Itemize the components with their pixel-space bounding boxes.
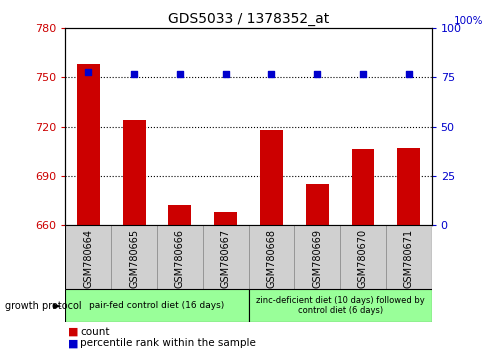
Text: GSM780669: GSM780669	[312, 229, 321, 288]
Point	[130, 71, 138, 76]
Text: ►: ►	[53, 301, 61, 311]
Bar	[111, 225, 157, 289]
Text: GSM780668: GSM780668	[266, 229, 276, 288]
Bar	[202, 225, 248, 289]
Point	[84, 69, 92, 74]
Text: GSM780671: GSM780671	[403, 229, 413, 288]
Bar	[77, 64, 100, 225]
Bar	[122, 120, 145, 225]
Bar	[214, 212, 237, 225]
Title: GDS5033 / 1378352_at: GDS5033 / 1378352_at	[167, 12, 329, 26]
Text: ■: ■	[68, 338, 78, 348]
Point	[358, 71, 366, 76]
Text: GSM780670: GSM780670	[357, 229, 367, 288]
Text: pair-fed control diet (16 days): pair-fed control diet (16 days)	[89, 301, 224, 310]
Bar	[168, 205, 191, 225]
Point	[313, 71, 320, 76]
Text: zinc-deficient diet (10 days) followed by
control diet (6 days): zinc-deficient diet (10 days) followed b…	[255, 296, 424, 315]
Bar	[294, 225, 339, 289]
Text: GSM780665: GSM780665	[129, 229, 139, 288]
Point	[221, 71, 229, 76]
Point	[176, 71, 183, 76]
Text: GSM780664: GSM780664	[83, 229, 93, 288]
Text: growth protocol: growth protocol	[5, 301, 81, 311]
Text: GSM780667: GSM780667	[220, 229, 230, 288]
Bar	[248, 225, 294, 289]
Point	[267, 71, 275, 76]
Bar	[305, 184, 328, 225]
Bar	[157, 225, 202, 289]
Bar	[259, 130, 282, 225]
Bar	[65, 289, 248, 322]
Bar	[385, 225, 431, 289]
Bar	[65, 225, 111, 289]
Y-axis label: 100%: 100%	[453, 16, 482, 26]
Text: percentile rank within the sample: percentile rank within the sample	[80, 338, 256, 348]
Bar	[248, 289, 431, 322]
Text: ■: ■	[68, 327, 78, 337]
Bar	[396, 148, 419, 225]
Text: count: count	[80, 327, 109, 337]
Point	[404, 71, 412, 76]
Bar	[339, 225, 385, 289]
Bar	[351, 149, 374, 225]
Text: GSM780666: GSM780666	[175, 229, 184, 288]
